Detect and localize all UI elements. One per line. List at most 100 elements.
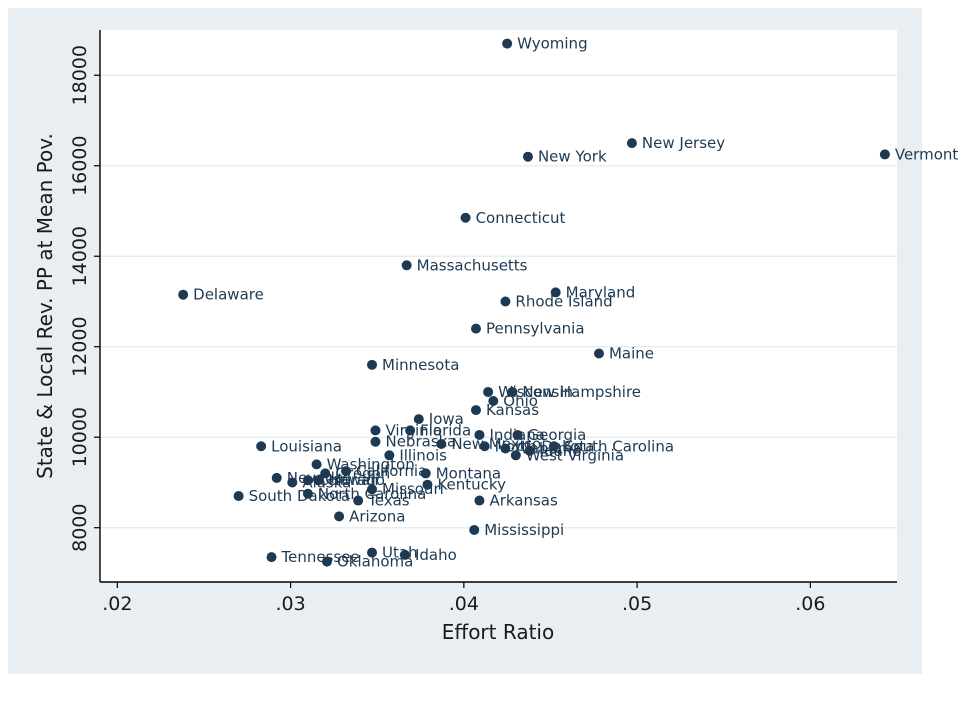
point-label: Maryland bbox=[566, 283, 636, 301]
data-point bbox=[256, 441, 267, 452]
point-label: California bbox=[356, 462, 427, 480]
x-axis-ticks: .02 .03 .04 .05 .06 bbox=[102, 582, 825, 615]
data-point bbox=[507, 386, 518, 397]
x-tick-label: .05 bbox=[622, 593, 652, 615]
point-label: Colorado bbox=[318, 471, 385, 489]
y-tick-label: 18000 bbox=[69, 45, 91, 105]
y-tick-label: 12000 bbox=[69, 316, 91, 376]
data-point bbox=[370, 436, 381, 447]
point-label: Pennsylvania bbox=[486, 320, 585, 338]
point-label: Hawaii bbox=[328, 471, 378, 489]
point-label: South Carolina bbox=[564, 437, 674, 455]
data-point bbox=[302, 475, 313, 486]
data-point bbox=[367, 359, 378, 370]
point-label: Georgia bbox=[528, 426, 587, 444]
point-label: Idaho bbox=[415, 546, 457, 564]
point-label: North Dakota bbox=[495, 437, 595, 455]
point-label: South Dakota bbox=[249, 487, 351, 505]
point-label: Arizona bbox=[349, 507, 405, 525]
point-label: Iowa bbox=[429, 410, 464, 428]
point-label: Ohio bbox=[503, 392, 538, 410]
data-point bbox=[524, 445, 535, 456]
x-tick-label: .04 bbox=[449, 593, 479, 615]
data-point bbox=[500, 296, 511, 307]
data-point bbox=[879, 149, 890, 160]
point-label: Massachusetts bbox=[417, 256, 528, 274]
data-point bbox=[550, 287, 561, 298]
data-point bbox=[422, 479, 433, 490]
y-tick-label: 10000 bbox=[69, 407, 91, 467]
data-point bbox=[474, 495, 485, 506]
data-point bbox=[302, 488, 313, 499]
data-point bbox=[321, 556, 332, 567]
data-point bbox=[483, 386, 494, 397]
data-point bbox=[413, 414, 424, 425]
data-point bbox=[399, 549, 410, 560]
data-point bbox=[500, 443, 511, 454]
point-label: Mississippi bbox=[484, 521, 564, 539]
data-point bbox=[522, 151, 533, 162]
point-label: New Hampshire bbox=[522, 383, 641, 401]
point-label: Minnesota bbox=[382, 356, 459, 374]
data-point bbox=[287, 477, 298, 488]
data-point bbox=[469, 524, 480, 535]
y-axis-ticks: 8000 10000 12000 14000 16000 18000 bbox=[69, 45, 100, 552]
point-label: Illinois bbox=[399, 446, 447, 464]
point-label: Missouri bbox=[382, 480, 444, 498]
point-label: Tennessee bbox=[281, 548, 360, 566]
data-point bbox=[405, 425, 416, 436]
data-point bbox=[178, 289, 189, 300]
data-point bbox=[334, 511, 345, 522]
data-point bbox=[353, 495, 364, 506]
data-points: Wyoming New Jersey Vermont New York Connecti… bbox=[178, 35, 958, 571]
data-point bbox=[311, 459, 322, 470]
point-label: Wyoming bbox=[517, 35, 587, 53]
x-tick-label: .03 bbox=[275, 593, 305, 615]
data-point bbox=[626, 138, 637, 149]
point-label: New York bbox=[538, 148, 607, 166]
gridlines bbox=[100, 74, 897, 529]
point-label: Oklahoma bbox=[337, 553, 413, 571]
axes bbox=[99, 30, 897, 583]
point-label: Delaware bbox=[193, 286, 264, 304]
point-label: Vermont bbox=[895, 145, 959, 163]
data-point bbox=[320, 468, 331, 479]
point-label: Texas bbox=[367, 492, 410, 510]
point-label: West Virginia bbox=[526, 446, 624, 464]
data-point bbox=[341, 466, 352, 477]
data-point bbox=[470, 405, 481, 416]
data-point bbox=[488, 396, 499, 407]
point-label: Oregon bbox=[335, 464, 390, 482]
data-point bbox=[479, 441, 490, 452]
data-point bbox=[436, 439, 447, 449]
x-tick-label: .06 bbox=[795, 593, 825, 615]
data-point bbox=[266, 552, 277, 563]
data-point bbox=[384, 450, 395, 461]
point-label: Kansas bbox=[486, 401, 539, 419]
data-point bbox=[271, 472, 282, 483]
data-point bbox=[401, 260, 412, 271]
data-point bbox=[474, 429, 485, 440]
point-label: New Jersey bbox=[642, 134, 725, 152]
data-point bbox=[367, 484, 378, 495]
data-point bbox=[313, 475, 324, 486]
point-label: Wisconsin bbox=[498, 383, 573, 401]
point-label: Maine bbox=[609, 345, 654, 363]
data-point bbox=[593, 348, 604, 359]
x-tick-label: .02 bbox=[102, 593, 132, 615]
y-tick-label: 8000 bbox=[69, 504, 91, 552]
point-label: Louisiana bbox=[271, 437, 342, 455]
y-tick-label: 16000 bbox=[69, 136, 91, 196]
y-axis-title: State & Local Rev. PP at Mean Pov. bbox=[33, 133, 57, 479]
point-label: Montana bbox=[436, 464, 501, 482]
point-label: Florida bbox=[420, 421, 471, 439]
data-point bbox=[548, 441, 559, 452]
point-label: Arkansas bbox=[489, 492, 558, 510]
point-label: Rhode Island bbox=[515, 292, 612, 310]
point-label: Connecticut bbox=[476, 209, 566, 227]
data-point bbox=[420, 468, 431, 479]
data-point bbox=[470, 323, 481, 334]
data-point bbox=[502, 38, 513, 49]
data-point bbox=[510, 450, 521, 461]
